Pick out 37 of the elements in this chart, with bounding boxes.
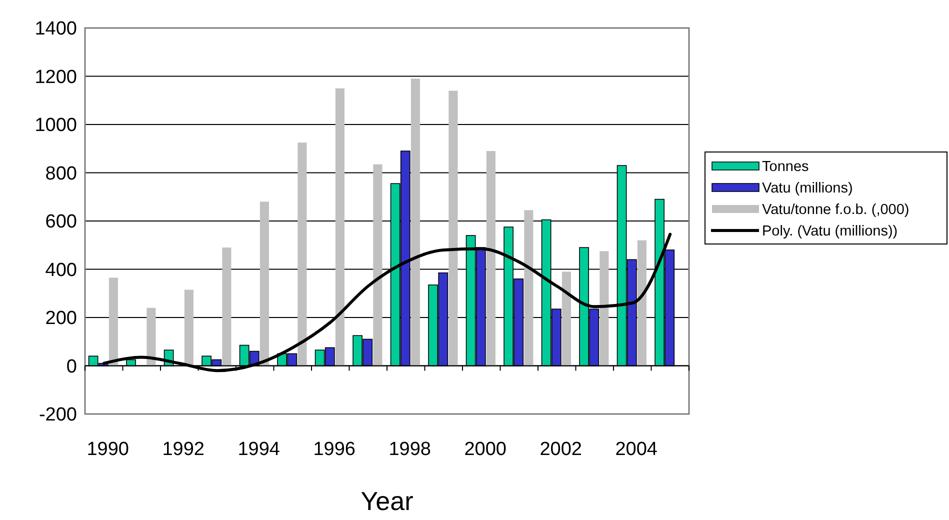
legend-label: Vatu/tonne f.o.b. (,000) [762, 202, 910, 218]
x-tick-label: 1990 [86, 439, 130, 460]
x-tick-label: 2002 [540, 439, 582, 460]
bar [373, 164, 382, 366]
bar [448, 90, 458, 366]
x-tick-label: 1998 [388, 439, 432, 460]
x-tick-label: 1992 [162, 439, 205, 460]
bar [298, 142, 307, 366]
bar [222, 248, 232, 366]
x-tick-label: 2000 [464, 439, 507, 460]
legend-label: Tonnes [762, 159, 809, 176]
bar [486, 151, 496, 366]
bar [637, 240, 646, 366]
y-tick-label: -200 [38, 404, 77, 426]
y-tick-label: 1000 [34, 115, 77, 136]
bar [184, 290, 194, 366]
y-tick-label: 600 [45, 212, 77, 233]
bar [600, 251, 609, 366]
y-tick-label: 0 [66, 356, 77, 378]
legend-label: Vatu (millions) [762, 180, 853, 197]
legend-label: Poly. (Vatu (millions)) [762, 224, 898, 240]
x-tick-label: 2004 [615, 439, 658, 460]
x-axis-title: Year [360, 486, 414, 516]
y-tick-label: 400 [45, 260, 77, 281]
y-tick-label: 1400 [34, 18, 77, 40]
x-tick-label: 1994 [238, 439, 280, 460]
bar [335, 88, 344, 366]
y-tick-label: 200 [45, 308, 77, 330]
bar [524, 210, 534, 366]
y-tick-label: 800 [45, 163, 77, 184]
bar [108, 278, 118, 366]
bar [260, 202, 269, 366]
y-tick-label: 1200 [34, 66, 77, 88]
bar [146, 308, 156, 366]
x-tick-label: 1996 [313, 439, 356, 460]
bar [562, 272, 571, 366]
bar [410, 78, 420, 366]
